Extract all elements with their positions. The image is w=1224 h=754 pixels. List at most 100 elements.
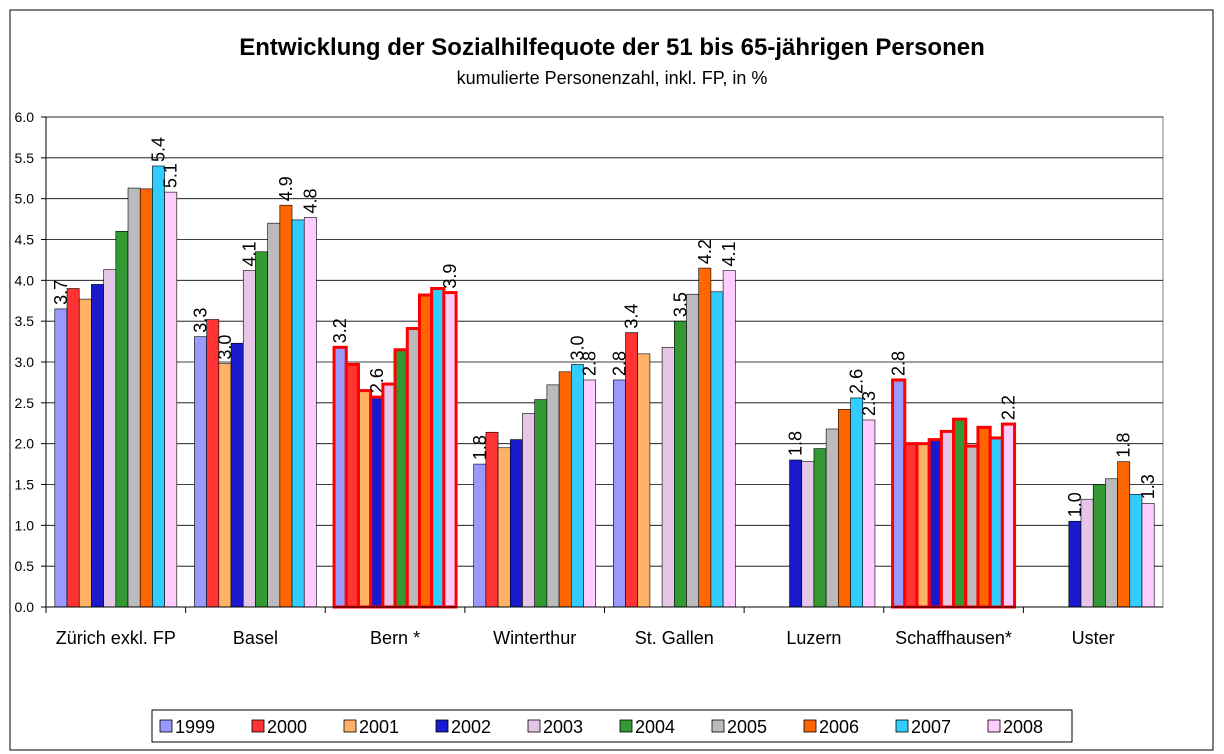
data-label: 4.9 [276,176,296,201]
bar [115,231,129,608]
bar [1105,478,1118,608]
bar [546,384,560,608]
data-label: 2.8 [580,351,600,376]
bar [976,425,992,609]
bar [927,438,943,609]
bar [891,378,907,609]
y-tick-label: 1.0 [15,517,35,533]
bar [66,288,80,608]
legend-swatch [619,719,633,733]
bar [570,364,584,608]
bar [430,287,446,609]
legend-swatch [711,719,725,733]
bar [485,431,499,608]
bar [139,188,153,608]
bar [522,413,535,608]
y-tick-label: 6.0 [15,109,35,125]
bar [417,293,434,609]
y-tick-label: 4.5 [15,232,35,248]
bar [686,293,700,608]
bar [862,419,876,608]
bar [674,320,687,608]
legend-swatch [895,719,909,733]
bar [1129,493,1143,608]
legend-label: 2000 [267,717,307,737]
bar [78,298,92,608]
data-label: 3.4 [622,304,642,329]
x-tick-label: Zürich exkl. FP [56,628,176,648]
y-tick-label: 3.5 [15,313,35,329]
bar [710,291,724,608]
data-label: 3.9 [440,264,460,289]
bar [303,217,317,608]
bar [613,379,626,608]
legend-box [151,709,1073,743]
bar [558,371,572,608]
x-tick-label: Winterthur [493,628,576,648]
bar [988,436,1004,609]
data-label: 5.1 [161,163,181,188]
bar [534,399,548,608]
legend-swatch [803,719,817,733]
legend-swatch [159,719,173,733]
bar [509,439,523,608]
bar [850,397,864,608]
legend-label: 2001 [359,717,399,737]
legend-label: 2006 [819,717,859,737]
bar [393,348,409,609]
y-tick-label: 1.5 [15,477,35,493]
bar [1068,520,1082,608]
bar [661,346,675,608]
x-tick-label: Luzern [786,628,841,648]
bar [194,336,207,608]
data-label: 1.8 [786,431,806,456]
legend-swatch [987,719,1001,733]
bar [1117,461,1131,608]
data-label: 3.3 [191,308,211,333]
legend-swatch [343,719,357,733]
legend-label: 2008 [1003,717,1043,737]
bar [164,191,178,608]
bar [903,442,919,609]
y-tick-label: 5.5 [15,150,35,166]
x-tick-label: Basel [233,628,278,648]
legend-label: 2007 [911,717,951,737]
x-tick-label: Bern * [370,628,420,648]
bar [801,461,815,608]
x-tick-label: Uster [1072,628,1115,648]
legend-swatch [435,719,449,733]
bar [291,219,305,608]
data-label: 1.8 [470,435,490,460]
bar [1000,422,1017,609]
data-label: 3.0 [567,335,587,360]
legend-label: 2005 [727,717,767,737]
data-label: 3.2 [330,318,350,343]
bar [825,428,839,608]
bar [637,353,651,608]
data-label: 4.8 [300,188,320,213]
bar [356,389,373,609]
y-tick-label: 0.5 [15,558,35,574]
data-label: 4.2 [695,239,715,264]
chart-title: Entwicklung der Sozialhilfequote der 51 … [239,34,985,61]
bar [218,363,232,608]
chart-subtitle: kumulierte Personenzahl, inkl. FP, in % [457,68,768,88]
data-label: 2.8 [609,351,629,376]
bar [103,269,117,608]
legend-label: 2002 [451,717,491,737]
bar [838,409,851,608]
bar [152,165,165,608]
bar [381,382,397,609]
bar [206,319,220,608]
data-label: 1.8 [1114,433,1134,458]
data-label: 2.6 [847,369,867,394]
bar [964,444,980,609]
data-label: 1.3 [1138,474,1158,499]
bar [1080,498,1094,608]
x-tick-label: St. Gallen [635,628,714,648]
legend-label: 1999 [175,717,215,737]
legend-swatch [251,719,265,733]
data-label: 3.7 [51,280,71,305]
bar [952,417,968,609]
bar [497,447,511,608]
